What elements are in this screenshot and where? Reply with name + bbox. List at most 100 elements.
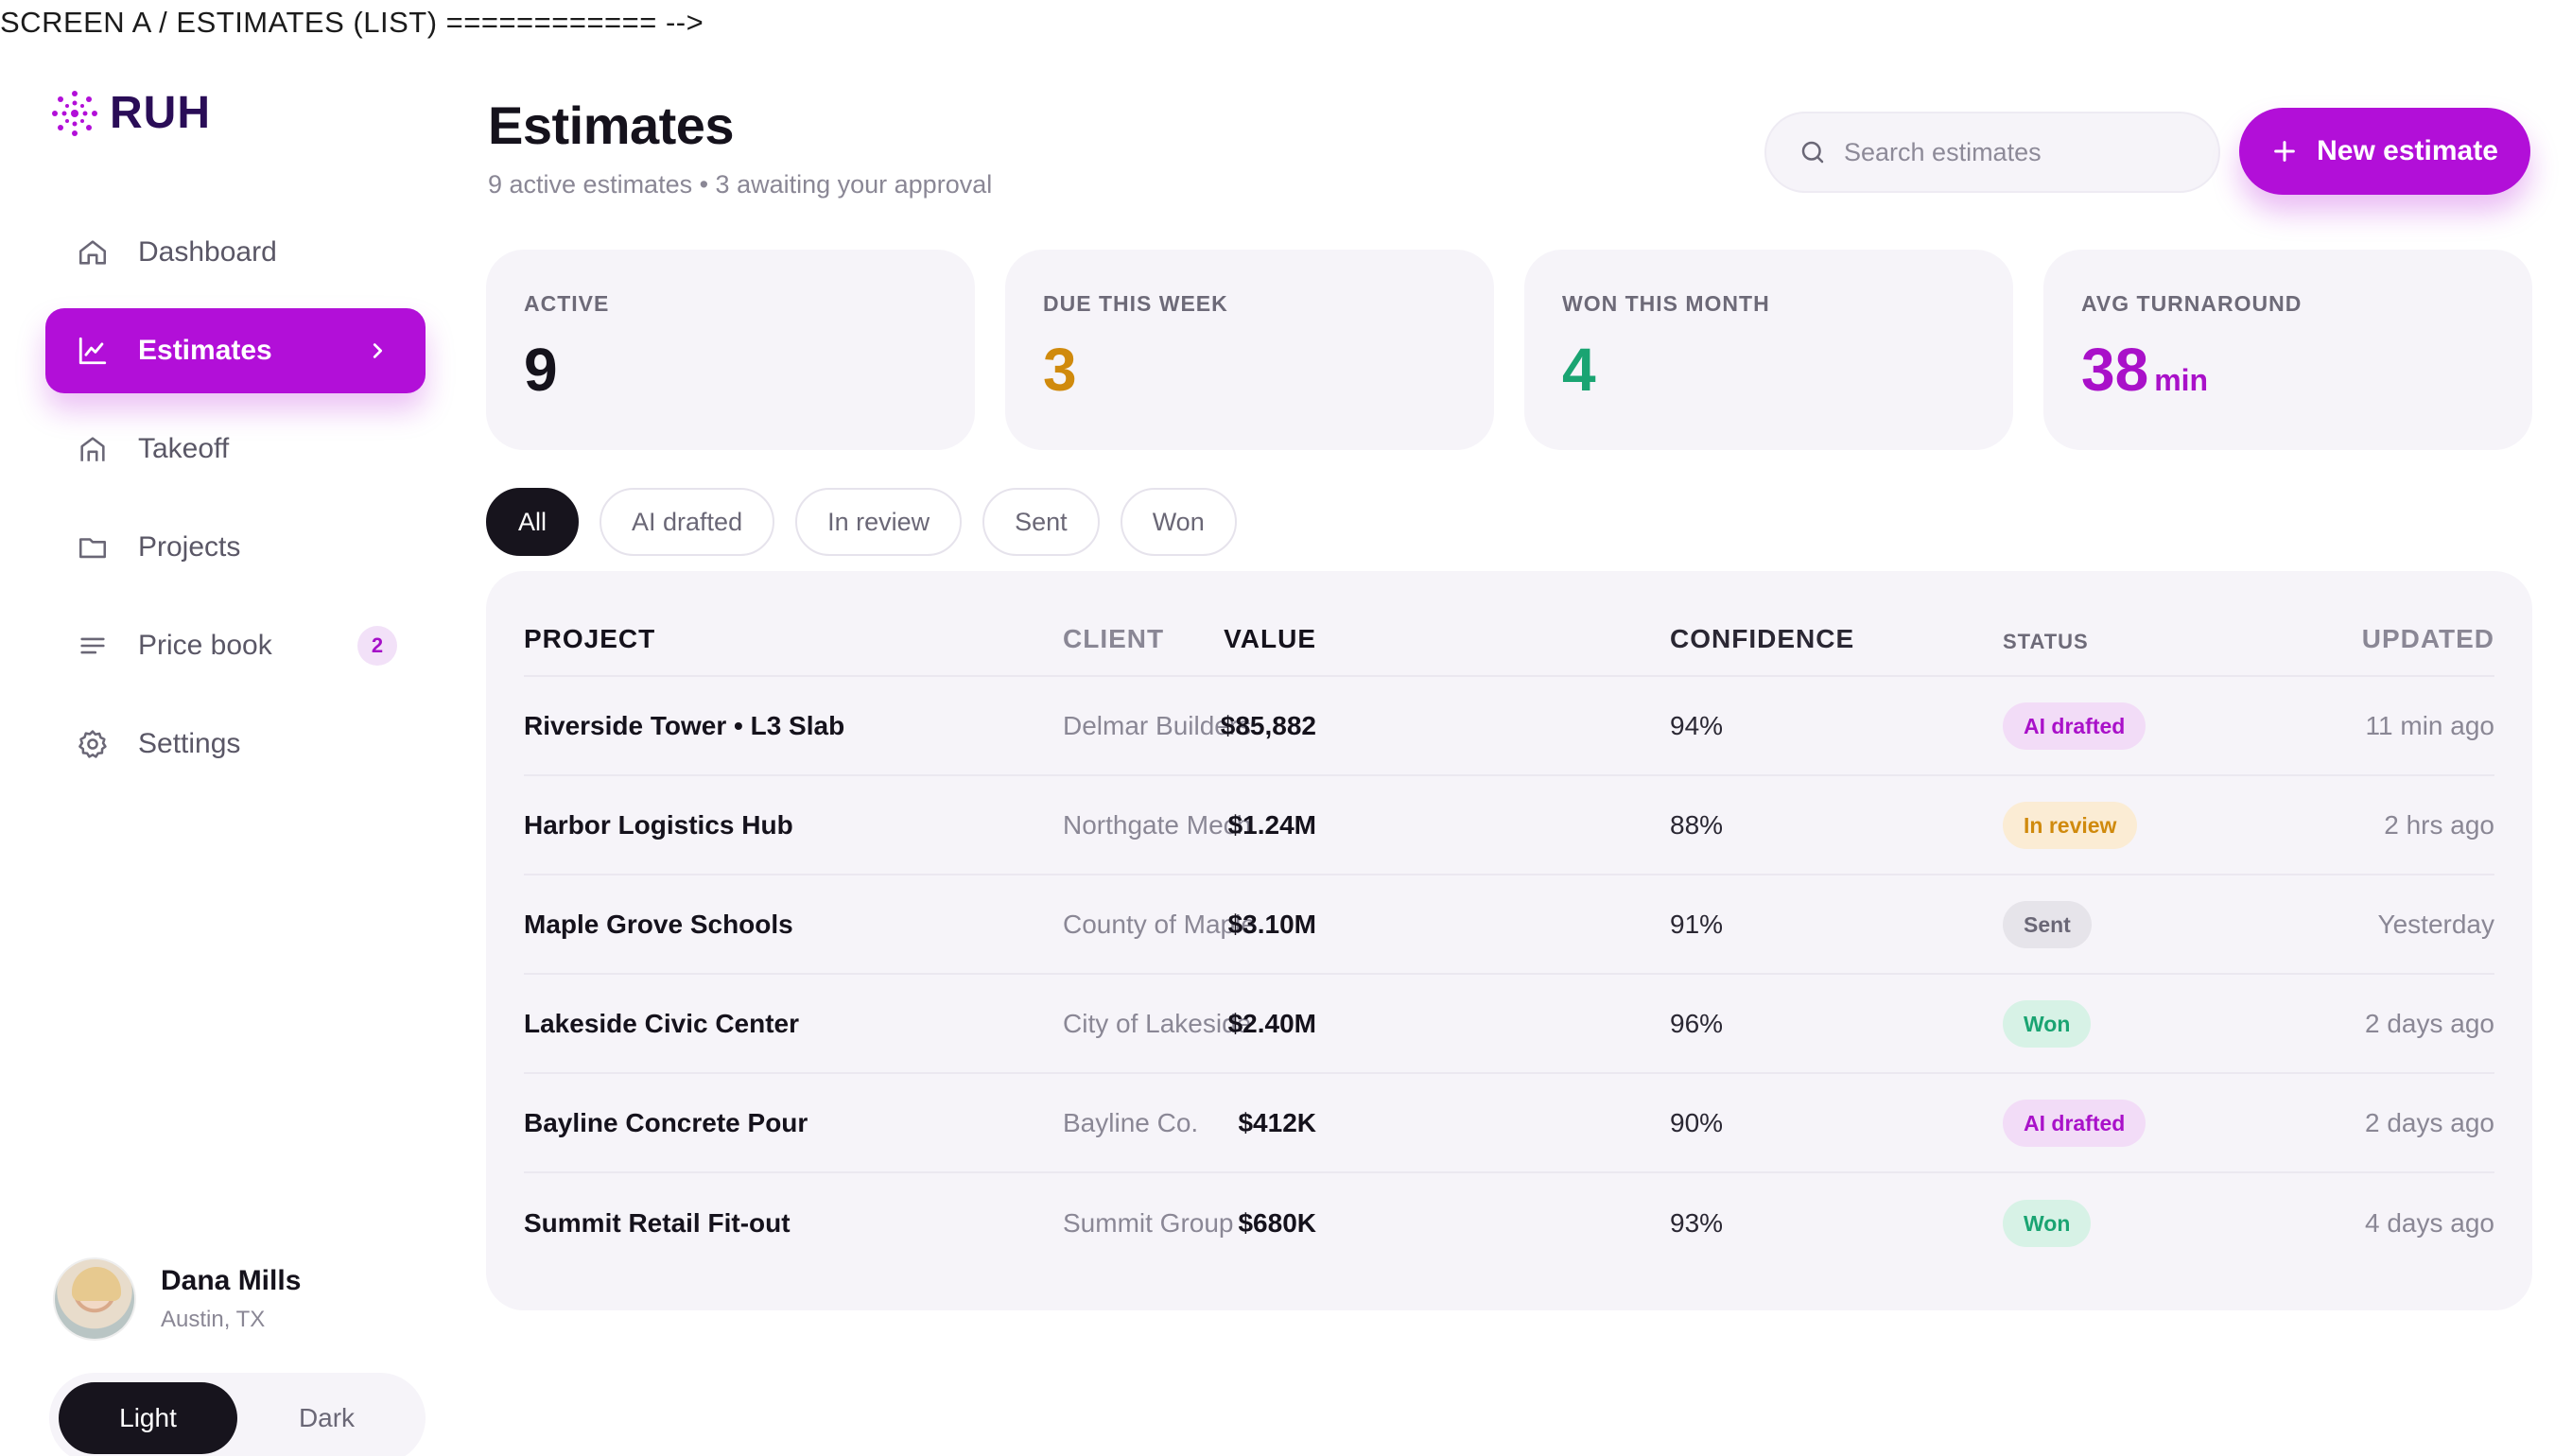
sidebar-item-settings[interactable]: Settings bbox=[45, 702, 426, 787]
stat-unit: min bbox=[2154, 363, 2209, 397]
stat-card-due-this-week: DUE THIS WEEK 3 bbox=[1005, 250, 1494, 450]
avatar bbox=[53, 1257, 136, 1341]
table-row[interactable]: Summit Retail Fit-out Summit Group $680K… bbox=[524, 1173, 2494, 1273]
filter-chip-in-review[interactable]: In review bbox=[795, 488, 963, 556]
stat-cards: ACTIVE 9 DUE THIS WEEK 3 WON THIS MONTH … bbox=[486, 250, 2532, 450]
building-icon bbox=[76, 432, 110, 466]
cell-project: Maple Grove Schools bbox=[524, 909, 793, 939]
theme-dark-option[interactable]: Dark bbox=[298, 1403, 356, 1432]
sidebar-item-label: Settings bbox=[138, 728, 241, 759]
sidebar-item-takeoff[interactable]: Takeoff bbox=[45, 407, 426, 492]
filter-chip-won[interactable]: Won bbox=[1120, 488, 1237, 556]
cell-confidence: 88% bbox=[1670, 809, 1724, 840]
cell-project: Lakeside Civic Center bbox=[524, 1008, 800, 1038]
cell-client: City of Lakeside bbox=[1063, 1008, 1252, 1038]
status-badge: Won bbox=[2003, 1199, 2092, 1247]
sidebar-item-label: Dashboard bbox=[138, 236, 277, 268]
user-name: Dana Mills bbox=[161, 1265, 302, 1296]
stat-value: 4 bbox=[1562, 336, 1596, 404]
brand-logo[interactable]: RUH bbox=[49, 87, 211, 139]
status-badge: AI drafted bbox=[2003, 702, 2146, 750]
cell-value: $1.24M bbox=[1227, 809, 1316, 840]
cell-status: In review bbox=[2003, 801, 2138, 849]
table-header-row: PROJECT CLIENT VALUE CONFIDENCE STATUS U… bbox=[524, 571, 2494, 677]
stat-card-won-this-month: WON THIS MONTH 4 bbox=[1524, 250, 2013, 450]
estimates-table: PROJECT CLIENT VALUE CONFIDENCE STATUS U… bbox=[486, 571, 2532, 1310]
cell-value: $2.40M bbox=[1227, 1008, 1316, 1038]
filter-chip-ai-drafted[interactable]: AI drafted bbox=[600, 488, 775, 556]
table-row[interactable]: Maple Grove Schools County of Maple $3.1… bbox=[524, 875, 2494, 975]
stat-label: AVG TURNAROUND bbox=[2081, 291, 2303, 316]
chart-icon bbox=[76, 334, 110, 368]
sidebar-item-dashboard[interactable]: Dashboard bbox=[45, 210, 426, 295]
chevron-right-icon bbox=[373, 343, 383, 358]
table-row[interactable]: Riverside Tower • L3 Slab Delmar Builder… bbox=[524, 677, 2494, 776]
table-row[interactable]: Lakeside Civic Center City of Lakeside $… bbox=[524, 975, 2494, 1074]
cell-updated: 2 days ago bbox=[2365, 1107, 2494, 1137]
status-badge: Sent bbox=[2003, 900, 2092, 948]
list-icon bbox=[76, 629, 110, 663]
stat-value: 9 bbox=[524, 336, 558, 404]
status-filter-chips: All AI drafted In review Sent Won bbox=[486, 488, 1237, 556]
sidebar-nav: Dashboard Estimates Takeoff Projects bbox=[45, 210, 426, 800]
cell-confidence: 96% bbox=[1670, 1008, 1724, 1038]
user-profile[interactable]: Dana Mills Austin, TX bbox=[53, 1257, 301, 1341]
sidebar-item-price-book[interactable]: Price book 2 bbox=[45, 603, 426, 688]
status-badge: In review bbox=[2003, 801, 2138, 849]
theme-light-option[interactable]: Light bbox=[59, 1382, 237, 1454]
theme-toggle: Light Dark bbox=[49, 1373, 426, 1456]
cell-updated: Yesterday bbox=[2377, 909, 2495, 939]
sidebar-item-label: Price book bbox=[138, 630, 272, 661]
column-header-project[interactable]: PROJECT bbox=[524, 624, 656, 653]
cell-updated: 2 days ago bbox=[2365, 1008, 2494, 1038]
sidebar-item-estimates[interactable]: Estimates bbox=[45, 308, 426, 393]
cell-client: Summit Group bbox=[1063, 1207, 1234, 1238]
home-icon bbox=[76, 235, 110, 269]
filter-chip-all[interactable]: All bbox=[486, 488, 580, 556]
cell-value: $3.10M bbox=[1227, 909, 1316, 939]
cell-value: $412K bbox=[1238, 1107, 1316, 1137]
column-header-status[interactable]: STATUS bbox=[2003, 630, 2089, 653]
stat-label: ACTIVE bbox=[524, 291, 610, 316]
stat-value: 3 bbox=[1043, 336, 1077, 404]
column-header-confidence[interactable]: CONFIDENCE bbox=[1670, 624, 1855, 653]
sidebar-item-label: Estimates bbox=[138, 335, 272, 366]
new-estimate-button[interactable]: New estimate bbox=[2239, 108, 2530, 195]
plus-icon bbox=[2274, 141, 2295, 162]
cell-value: $85,882 bbox=[1220, 710, 1316, 740]
column-header-value[interactable]: VALUE bbox=[1224, 624, 1316, 653]
table-row[interactable]: Bayline Concrete Pour Bayline Co. $412K … bbox=[524, 1074, 2494, 1173]
cell-project: Riverside Tower • L3 Slab bbox=[524, 710, 845, 740]
cell-updated: 2 hrs ago bbox=[2384, 809, 2494, 840]
cell-project: Harbor Logistics Hub bbox=[524, 809, 793, 840]
stat-label: DUE THIS WEEK bbox=[1043, 291, 1228, 316]
column-header-updated[interactable]: UPDATED bbox=[2361, 624, 2494, 653]
cell-confidence: 90% bbox=[1670, 1107, 1724, 1137]
cell-project: Bayline Concrete Pour bbox=[524, 1107, 808, 1137]
user-location: Austin, TX bbox=[161, 1307, 266, 1332]
filter-chip-sent[interactable]: Sent bbox=[982, 488, 1100, 556]
status-badge: AI drafted bbox=[2003, 1099, 2146, 1147]
screen-banner-text: SCREEN A / ESTIMATES (LIST) ============… bbox=[0, 6, 704, 39]
page-subtitle: 9 active estimates • 3 awaiting your app… bbox=[488, 170, 993, 199]
cell-value: $680K bbox=[1238, 1207, 1316, 1238]
gear-icon bbox=[76, 727, 110, 761]
cell-status: Sent bbox=[2003, 900, 2092, 948]
price-book-count-badge: 2 bbox=[357, 626, 397, 666]
stat-card-active: ACTIVE 9 bbox=[486, 250, 975, 450]
sidebar-item-projects[interactable]: Projects bbox=[45, 505, 426, 590]
page-title: Estimates bbox=[488, 95, 735, 155]
column-header-client[interactable]: CLIENT bbox=[1063, 624, 1165, 653]
brand-name: RUH bbox=[110, 88, 211, 138]
logo-mark-icon bbox=[52, 90, 97, 136]
search-box[interactable] bbox=[1764, 112, 2220, 193]
table-row[interactable]: Harbor Logistics Hub Northgate Mech $1.2… bbox=[524, 776, 2494, 875]
cell-status: AI drafted bbox=[2003, 1099, 2146, 1147]
search-input[interactable] bbox=[1844, 137, 2184, 167]
cell-status: Won bbox=[2003, 999, 2092, 1048]
cell-updated: 11 min ago bbox=[2365, 710, 2494, 740]
stat-label: WON THIS MONTH bbox=[1562, 291, 1770, 316]
stat-card-avg-turnaround: AVG TURNAROUND 38 min bbox=[2043, 250, 2532, 450]
cell-confidence: 94% bbox=[1670, 710, 1724, 740]
